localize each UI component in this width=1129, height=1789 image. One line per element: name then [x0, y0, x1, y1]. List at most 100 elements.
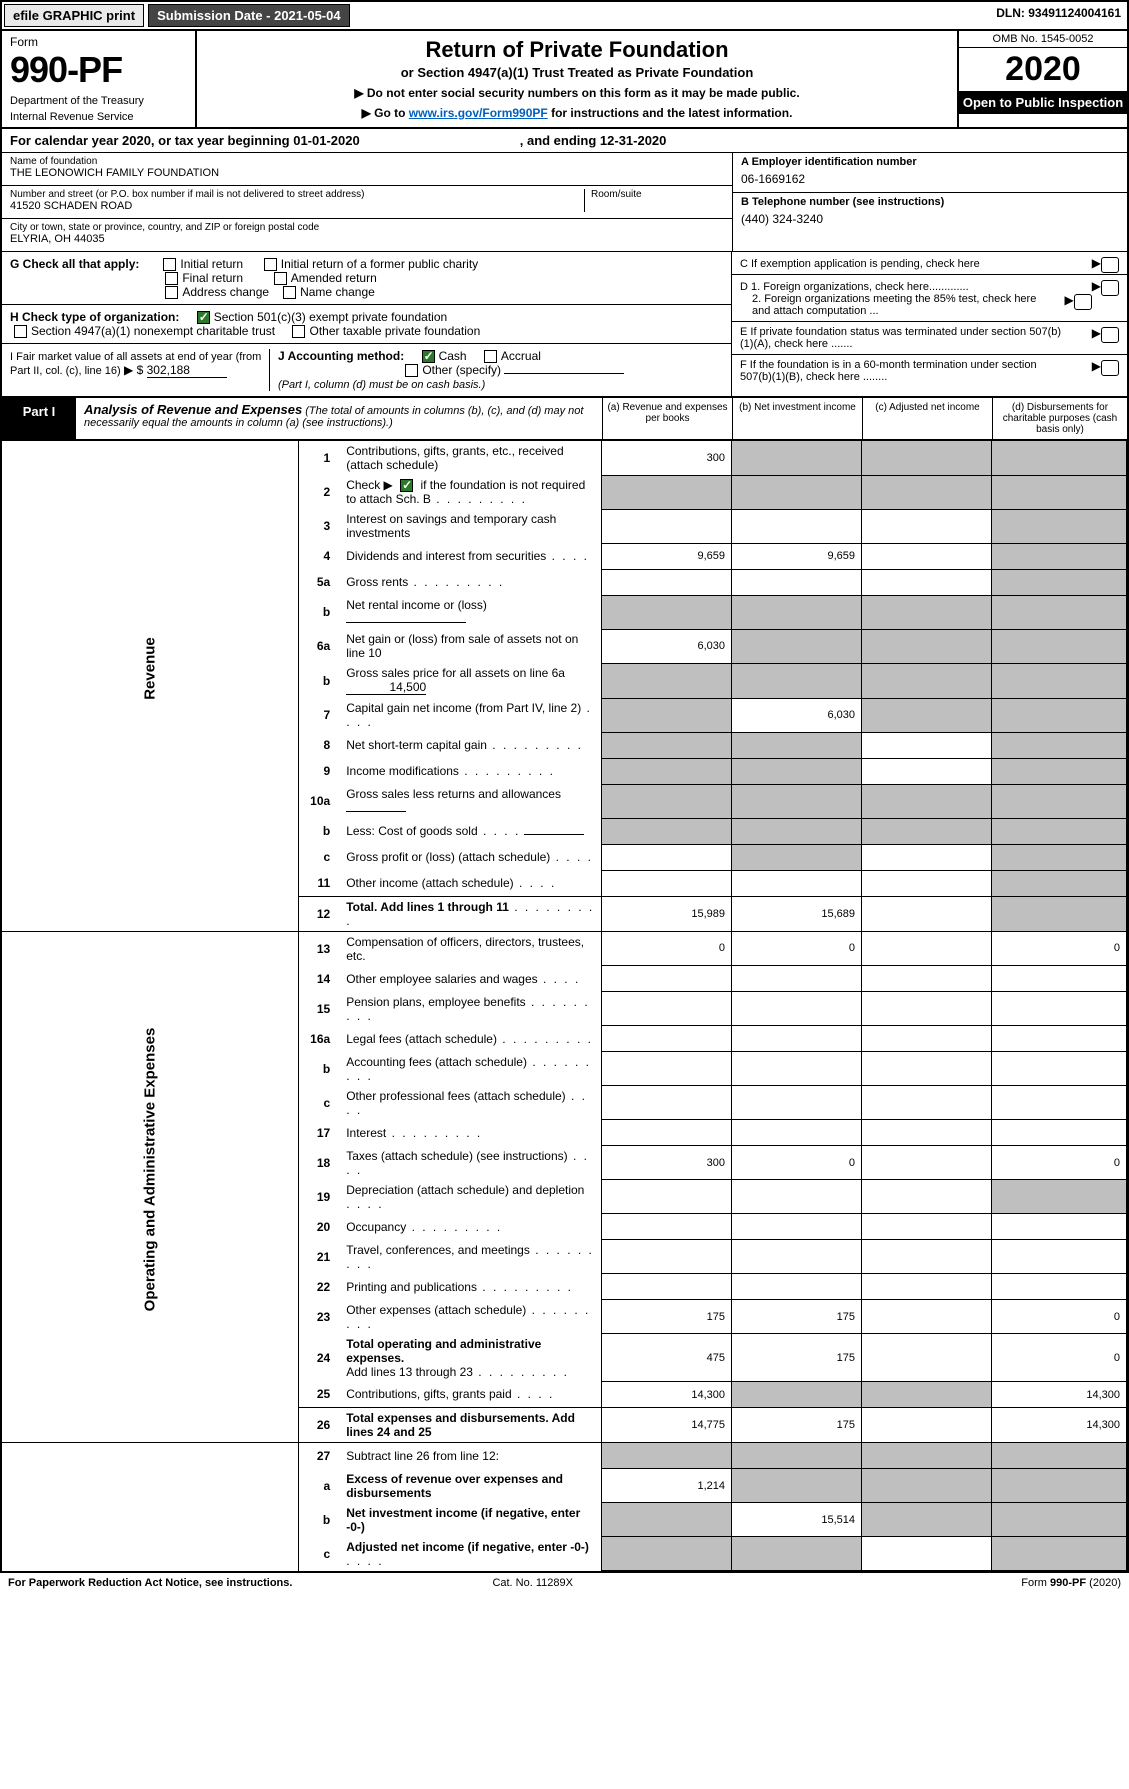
amt-a: 15,989: [602, 896, 732, 931]
row-desc: Depreciation (attach schedule) and deple…: [340, 1180, 601, 1214]
501c3-checkbox[interactable]: [197, 311, 210, 324]
4947-checkbox[interactable]: [14, 325, 27, 338]
expenses-side: Operating and Administrative Expenses: [141, 1028, 158, 1312]
j-label: J Accounting method:: [278, 349, 404, 363]
form-title: Return of Private Foundation: [207, 37, 947, 63]
ein-cell: A Employer identification number 06-1669…: [733, 153, 1127, 193]
row-num: 4: [298, 543, 340, 569]
row-num: c: [298, 844, 340, 870]
row-desc: Contributions, gifts, grants, etc., rece…: [340, 441, 601, 475]
title-right: OMB No. 1545-0052 2020 Open to Public In…: [957, 31, 1127, 127]
efile-button[interactable]: efile GRAPHIC print: [4, 4, 144, 27]
row-num: 7: [298, 698, 340, 732]
row-desc: Other professional fees (attach schedule…: [340, 1086, 601, 1120]
other-method-checkbox[interactable]: [405, 364, 418, 377]
amt-a: 300: [602, 1146, 732, 1180]
part1-table: Revenue 1Contributions, gifts, grants, e…: [2, 441, 1127, 1571]
submission-date-button[interactable]: Submission Date - 2021-05-04: [148, 4, 350, 27]
row-num: c: [298, 1086, 340, 1120]
col-c-head: (c) Adjusted net income: [862, 398, 992, 439]
e-label: E If private foundation status was termi…: [740, 326, 1070, 350]
amended-checkbox[interactable]: [274, 272, 287, 285]
amt-d: 14,300: [992, 1382, 1127, 1408]
amt-a: 14,775: [602, 1408, 732, 1443]
city-label: City or town, state or province, country…: [10, 222, 724, 233]
city-cell: City or town, state or province, country…: [2, 219, 732, 251]
row-desc: Other income (attach schedule): [340, 870, 601, 896]
d1-checkbox[interactable]: [1101, 280, 1119, 296]
ein-value: 06-1669162: [741, 168, 1119, 186]
g-row: G Check all that apply: Initial return I…: [2, 252, 731, 305]
e-checkbox[interactable]: [1101, 327, 1119, 343]
tel-value: (440) 324-3240: [741, 208, 1119, 226]
accrual-checkbox[interactable]: [484, 350, 497, 363]
address-change-checkbox[interactable]: [165, 286, 178, 299]
table-row: 27Subtract line 26 from line 12:: [2, 1443, 1127, 1469]
amt-b: 175: [732, 1300, 862, 1334]
amt-d: 0: [992, 1146, 1127, 1180]
row-num: a: [298, 1469, 340, 1503]
j-note: (Part I, column (d) must be on cash basi…: [278, 379, 485, 391]
row-num: 17: [298, 1120, 340, 1146]
row-desc: Pension plans, employee benefits: [340, 992, 601, 1026]
amt-d: 0: [992, 1300, 1127, 1334]
form-number: 990-PF: [10, 49, 187, 91]
other-method-label: Other (specify): [422, 363, 501, 377]
h-row: H Check type of organization: Section 50…: [2, 305, 731, 344]
foundation-name: THE LEONOWICH FAMILY FOUNDATION: [10, 167, 724, 179]
title-center: Return of Private Foundation or Section …: [197, 31, 957, 127]
name-change-checkbox[interactable]: [283, 286, 296, 299]
amt-a: 14,300: [602, 1382, 732, 1408]
501c3-label: Section 501(c)(3) exempt private foundat…: [214, 310, 447, 324]
i-arrow: ▶ $: [124, 363, 143, 377]
amt-b: 15,514: [732, 1503, 862, 1537]
h-label: H Check type of organization:: [10, 310, 179, 324]
amt-d: 0: [992, 931, 1127, 966]
cash-checkbox[interactable]: [422, 350, 435, 363]
amt-a: 6,030: [602, 629, 732, 663]
name-change-label: Name change: [300, 285, 375, 299]
col-d-head: (d) Disbursements for charitable purpose…: [992, 398, 1127, 439]
instructions-link[interactable]: www.irs.gov/Form990PF: [409, 106, 548, 120]
row-num: 2: [298, 475, 340, 509]
row-num: 26: [298, 1408, 340, 1443]
amended-label: Amended return: [291, 271, 377, 285]
row-desc: Check ▶ if the foundation is not require…: [340, 475, 601, 509]
tel-cell: B Telephone number (see instructions) (4…: [733, 193, 1127, 232]
final-return-checkbox[interactable]: [165, 272, 178, 285]
row-num: 8: [298, 732, 340, 758]
other-taxable-label: Other taxable private foundation: [309, 324, 480, 338]
amt-a: 9,659: [602, 543, 732, 569]
c-checkbox[interactable]: [1101, 257, 1119, 273]
row-num: b: [298, 663, 340, 698]
f-checkbox[interactable]: [1101, 360, 1119, 376]
row-num: 5a: [298, 569, 340, 595]
d2-checkbox[interactable]: [1074, 294, 1092, 310]
row-desc: Other employee salaries and wages: [340, 966, 601, 992]
row-desc: Other expenses (attach schedule): [340, 1300, 601, 1334]
row-desc: Gross rents: [340, 569, 601, 595]
initial-return-checkbox[interactable]: [163, 258, 176, 271]
open-inspection: Open to Public Inspection: [959, 91, 1127, 114]
dept-irs: Internal Revenue Service: [10, 111, 187, 123]
row-desc: Total operating and administrative expen…: [340, 1334, 601, 1382]
schb-checkbox[interactable]: [400, 479, 413, 492]
row-desc: Compensation of officers, directors, tru…: [340, 931, 601, 966]
row-num: 22: [298, 1274, 340, 1300]
initial-former-checkbox[interactable]: [264, 258, 277, 271]
col-a-head: (a) Revenue and expenses per books: [602, 398, 732, 439]
dept-treasury: Department of the Treasury: [10, 95, 187, 107]
d-row: D 1. Foreign organizations, check here..…: [732, 275, 1127, 322]
row-desc: Net investment income (if negative, ente…: [340, 1503, 601, 1537]
ij-row: I Fair market value of all assets at end…: [2, 344, 731, 396]
amt-b: 175: [732, 1408, 862, 1443]
row-num: b: [298, 1503, 340, 1537]
table-row: Revenue 1Contributions, gifts, grants, e…: [2, 441, 1127, 475]
row-num: c: [298, 1537, 340, 1571]
other-taxable-checkbox[interactable]: [292, 325, 305, 338]
city-value: ELYRIA, OH 44035: [10, 233, 724, 245]
row-num: 13: [298, 931, 340, 966]
table-row: 26Total expenses and disbursements. Add …: [2, 1408, 1127, 1443]
amt-a: 175: [602, 1300, 732, 1334]
amt-d: 0: [992, 1334, 1127, 1382]
